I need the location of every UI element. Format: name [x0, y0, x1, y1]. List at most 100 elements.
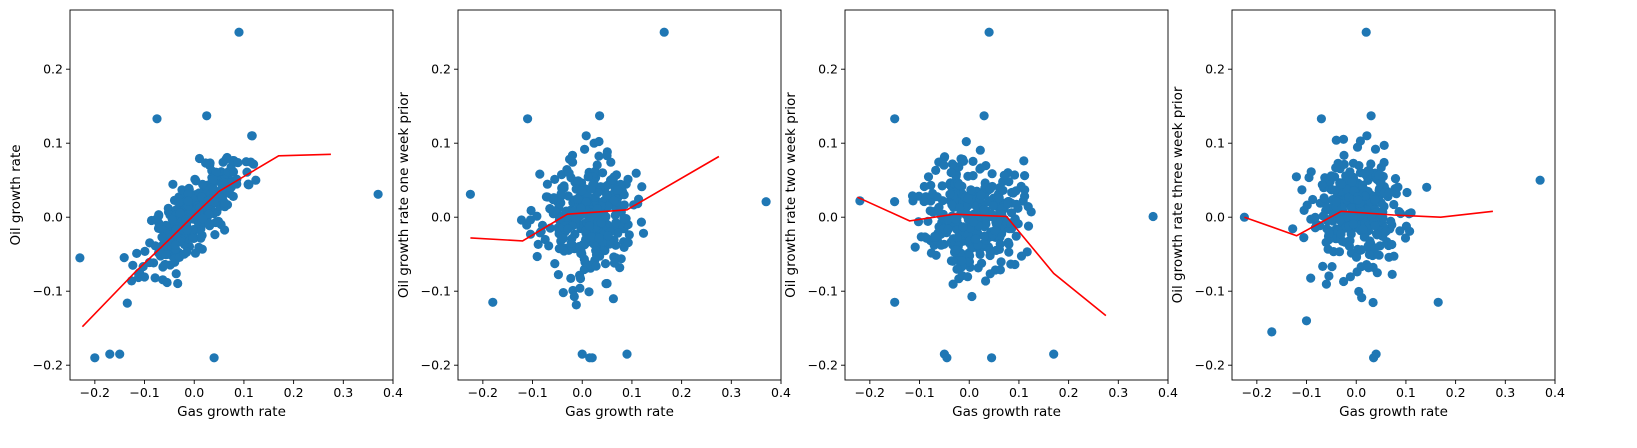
data-point [1370, 221, 1380, 231]
data-point [591, 261, 601, 271]
data-point [971, 201, 981, 211]
data-point [204, 209, 214, 219]
data-point [544, 241, 554, 251]
data-point [979, 231, 989, 241]
data-point [952, 233, 963, 243]
data-point [1362, 131, 1372, 141]
x-tick-label: 0.4 [1545, 385, 1565, 400]
data-point [558, 233, 569, 243]
data-point [575, 273, 586, 284]
data-point [977, 258, 987, 268]
data-point [1319, 193, 1329, 203]
x-tick-label: 0.1 [1396, 385, 1416, 400]
data-point [553, 270, 564, 280]
x-tick-label: 0.2 [284, 385, 304, 400]
data-point [995, 265, 1006, 275]
data-point [1374, 170, 1384, 180]
data-point [564, 168, 574, 178]
x-tick-label: 0.0 [184, 385, 204, 400]
data-point [580, 144, 590, 154]
y-tick-label: 0.0 [431, 210, 451, 225]
data-point [619, 213, 629, 224]
data-point [523, 114, 533, 124]
data-point [1338, 134, 1349, 144]
trend-line [857, 196, 1107, 317]
data-point [175, 208, 185, 218]
data-point [1339, 276, 1349, 287]
data-point [577, 186, 587, 196]
data-point [910, 242, 920, 252]
data-point [942, 353, 952, 363]
data-point [1384, 252, 1394, 262]
data-point [591, 246, 601, 256]
data-point [631, 168, 641, 178]
data-point [105, 349, 115, 359]
data-point [196, 233, 206, 243]
data-point [202, 111, 212, 121]
data-point [563, 224, 573, 234]
data-point [210, 230, 220, 240]
x-tick-label: −0.1 [517, 385, 547, 400]
x-tick-label: −0.1 [1291, 385, 1321, 400]
x-axis-label: Gas growth rate [177, 404, 286, 420]
scatter-points [75, 27, 383, 363]
data-point [173, 278, 183, 289]
data-point [950, 214, 960, 224]
data-point [907, 191, 918, 201]
data-point [557, 170, 567, 180]
data-point [1306, 167, 1316, 177]
data-point [987, 353, 997, 363]
data-point [1288, 224, 1298, 234]
data-point [1387, 239, 1397, 250]
data-point [541, 192, 552, 202]
data-point [637, 182, 647, 192]
data-point [923, 172, 934, 182]
data-point [636, 217, 647, 227]
data-point [1361, 27, 1371, 37]
data-point [1339, 150, 1349, 160]
y-tick-label: 0.2 [43, 62, 63, 77]
data-point [170, 240, 180, 250]
data-point [558, 288, 568, 298]
y-tick-label: 0.1 [1205, 136, 1225, 151]
y-tick-label: 0.0 [1205, 210, 1225, 225]
data-point [228, 191, 238, 201]
data-point [1308, 194, 1318, 205]
data-point [115, 349, 125, 359]
data-point [525, 229, 536, 239]
subplot-1: −0.2 −0.1 0.0 0.1 0.2 0.3 0.4 −0.2 −0.1 0.0 0.1 0.2… [8, 9, 403, 420]
data-point [566, 273, 576, 283]
data-point [985, 269, 995, 279]
y-tick-label: 0.2 [431, 62, 451, 77]
data-point [981, 276, 991, 286]
data-point [122, 298, 132, 308]
data-point [985, 246, 995, 256]
data-point [1049, 349, 1059, 359]
data-point [603, 231, 613, 241]
data-point [1336, 229, 1346, 239]
data-point [948, 256, 958, 266]
data-point [603, 201, 613, 211]
data-point [611, 218, 621, 228]
data-point [963, 171, 973, 181]
data-point [140, 246, 150, 256]
axes-frame [69, 9, 394, 381]
data-point [976, 163, 986, 173]
subplot-3: −0.2 −0.1 0.0 0.1 0.2 0.3 0.4 −0.2 −0.1 0.0 0.1 0.2… [783, 9, 1178, 420]
axes-frame [844, 9, 1169, 381]
data-point [979, 111, 989, 121]
data-point [575, 283, 585, 293]
data-point [1020, 171, 1030, 181]
data-point [952, 264, 962, 274]
data-point [174, 197, 184, 207]
data-point [979, 205, 989, 215]
data-point [573, 194, 583, 204]
x-tick-label: −0.1 [129, 385, 159, 400]
data-point [128, 260, 138, 270]
x-tick-label: 0.3 [1108, 385, 1128, 400]
data-point [958, 156, 969, 166]
axes-frame [457, 9, 782, 381]
data-point [162, 277, 172, 288]
data-point [1306, 273, 1316, 283]
data-point [228, 167, 239, 177]
